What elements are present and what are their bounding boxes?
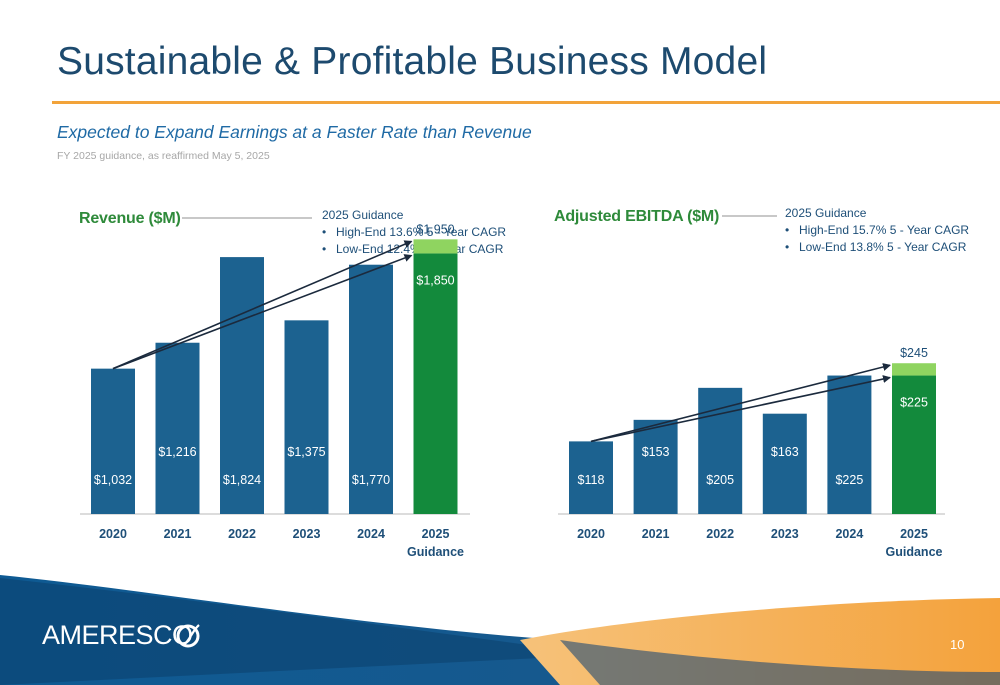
ebitda-category-2022: 2022 [706, 527, 734, 541]
ebitda-trend-arrow-high [590, 363, 891, 443]
revenue-category-sublabel: Guidance [407, 545, 464, 559]
ebitda-category-2023: 2023 [771, 527, 799, 541]
revenue-title-connector [182, 217, 312, 219]
revenue-chart: $1,032 2020 $1,216 2021 $1,824 2022 $1,375 2023… [80, 222, 470, 559]
revenue-bar-2020 [91, 368, 135, 514]
revenue-category-2024: 2024 [357, 527, 385, 541]
ebitda-category-2020: 2020 [577, 527, 605, 541]
ebitda-bar-label-2024: $225 [835, 473, 863, 487]
ebitda-bar-label-2025: $225 [900, 396, 928, 410]
ebitda-bar-2021 [633, 419, 678, 514]
revenue-bar-label-2022: $1,824 [223, 473, 261, 487]
revenue-bar-label-2020: $1,032 [94, 473, 132, 487]
title-divider [52, 101, 1000, 104]
ebitda-bar-2022 [698, 387, 743, 514]
revenue-trend-arrow-low [112, 254, 413, 370]
revenue-guidance-high-segment [413, 239, 458, 254]
revenue-category-2021: 2021 [164, 527, 192, 541]
revenue-bar-label-2021: $1,216 [158, 445, 196, 459]
ebitda-bar-label-2022: $205 [706, 473, 734, 487]
revenue-bar-2022 [220, 257, 264, 514]
ebitda-guidance-high-segment [892, 363, 936, 376]
page-subtitle: Expected to Expand Earnings at a Faster … [57, 122, 532, 142]
page-title: Sustainable & Profitable Business Model [57, 40, 768, 83]
revenue-bar-2024 [349, 264, 393, 514]
ebitda-category-2024: 2024 [835, 527, 863, 541]
revenue-category-2020: 2020 [99, 527, 127, 541]
revenue-bar-label-2024: $1,770 [352, 473, 390, 487]
revenue-guidance-heading: 2025 Guidance [322, 208, 404, 222]
revenue-category-2022: 2022 [228, 527, 256, 541]
revenue-bar-2021 [155, 342, 200, 514]
ebitda-guidance-high: High-End 15.7% 5 - Year CAGR [785, 222, 969, 239]
ebitda-category-2021: 2021 [642, 527, 670, 541]
ebitda-bar-label-2021: $153 [642, 445, 670, 459]
ebitda-chart: $118 2020 $153 2021 $205 2022 $163 2023 $225 2024… [558, 346, 945, 559]
ebitda-bar-2024 [827, 375, 872, 514]
ebitda-guidance-heading: 2025 Guidance [785, 206, 867, 220]
ebitda-bar-2020 [569, 441, 613, 514]
ebitda-trend-arrow-low [590, 375, 891, 443]
ebitda-bar-label-2023: $163 [771, 445, 799, 459]
revenue-bar-2025 [413, 253, 458, 514]
guidance-note: FY 2025 guidance, as reaffirmed May 5, 2… [57, 150, 270, 162]
revenue-trend-arrow-high [112, 240, 413, 370]
ebitda-guidance-high-label: $245 [900, 346, 928, 360]
revenue-category-2025: 2025 [422, 527, 450, 541]
revenue-bar-2023 [284, 320, 329, 514]
ameresco-logo: AMERESCO [42, 620, 193, 650]
ebitda-category-sublabel: Guidance [886, 545, 943, 559]
revenue-bar-label-2023: $1,375 [287, 445, 325, 459]
revenue-category-2023: 2023 [293, 527, 321, 541]
page-number: 10 [950, 637, 965, 652]
ebitda-guidance-low: Low-End 13.8% 5 - Year CAGR [785, 239, 969, 256]
revenue-chart-title: Revenue ($M) [79, 210, 181, 227]
revenue-guidance-high-label: $1,950 [416, 222, 454, 236]
revenue-guidance-high: High-End 13.6% 5 - Year CAGR [322, 224, 506, 241]
ebitda-bar-label-2020: $118 [578, 473, 605, 487]
ebitda-guidance-box: 2025 Guidance High-End 15.7% 5 - Year CA… [785, 205, 969, 256]
ebitda-bar-2023 [762, 413, 807, 514]
footer-band [0, 575, 1000, 685]
revenue-bar-label-2025: $1,850 [416, 273, 454, 287]
ebitda-chart-title: Adjusted EBITDA ($M) [554, 208, 720, 225]
ebitda-bar-2025 [892, 375, 936, 514]
ebitda-title-connector [722, 215, 777, 217]
ebitda-category-2025: 2025 [900, 527, 928, 541]
ameresco-swirl-icon [176, 624, 200, 648]
